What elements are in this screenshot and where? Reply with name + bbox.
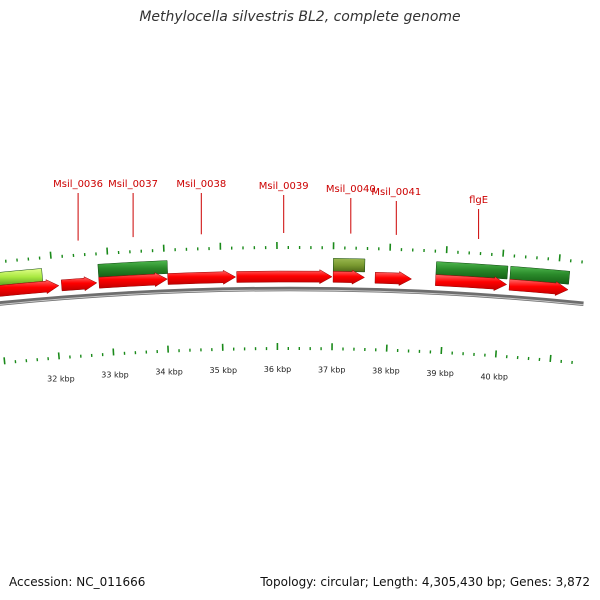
- forward-gene-arrow: [60, 276, 98, 292]
- forward-gene-arrow: [435, 274, 508, 292]
- forward-gene-arrow: [98, 272, 168, 289]
- gene-labels: Msil_0036 Msil_0037 Msil_0038 Msil_0039 Msil…: [53, 179, 488, 241]
- gene-label: Msil_0037: [108, 179, 158, 190]
- backbone-layer: [0, 286, 584, 307]
- inner-tick: [3, 357, 6, 365]
- gene-label: Msil_0036: [53, 179, 103, 190]
- kbp-scale-label: 39 kbp: [426, 369, 454, 378]
- gene-label: flgE: [469, 195, 488, 206]
- outer-tick: [502, 249, 505, 257]
- inner-tick: [57, 352, 60, 360]
- kbp-scale-label: 40 kbp: [480, 372, 508, 381]
- forward-strand-genes: [0, 269, 569, 297]
- genome-summary-text: Topology: circular; Length: 4,305,430 bp…: [260, 575, 590, 589]
- gene-label: Msil_0041: [371, 187, 421, 198]
- kbp-scale-label: 34 kbp: [155, 368, 183, 377]
- page-title: Methylocella silvestris BL2, complete ge…: [139, 9, 461, 25]
- gene-label: Msil_0040: [326, 184, 376, 195]
- kbp-scale-label: 36 kbp: [264, 365, 292, 374]
- backbone-track: [0, 286, 584, 307]
- forward-gene-arrow: [374, 271, 413, 286]
- kbp-scale-label: 32 kbp: [47, 374, 75, 383]
- reverse-gene-block: [332, 258, 366, 273]
- forward-gene-arrow: [332, 269, 365, 285]
- inner-tick: [549, 354, 552, 362]
- kbp-scale-label: 35 kbp: [210, 366, 238, 375]
- forward-gene-arrow: [236, 269, 333, 285]
- outer-tick: [558, 254, 561, 262]
- inner-tick: [494, 350, 497, 358]
- backbone-highlight: [0, 289, 584, 306]
- gene-label: Msil_0039: [259, 181, 309, 192]
- accession-text: Accession: NC_011666: [9, 575, 146, 589]
- forward-gene-arrow: [0, 279, 60, 297]
- kbp-scale: 32 kbp 33 kbp 34 kbp 35 kbp 36 kbp 37 kbp 38 k…: [47, 365, 508, 383]
- outer-tick: [49, 251, 52, 259]
- gene-label: Msil_0038: [176, 179, 226, 190]
- tick-marks: [3, 241, 583, 365]
- kbp-scale-label: 37 kbp: [318, 365, 346, 374]
- forward-gene-arrow: [167, 269, 237, 285]
- forward-gene-arrow: [508, 278, 569, 296]
- kbp-scale-label: 38 kbp: [372, 367, 400, 376]
- kbp-scale-label: 33 kbp: [101, 370, 129, 379]
